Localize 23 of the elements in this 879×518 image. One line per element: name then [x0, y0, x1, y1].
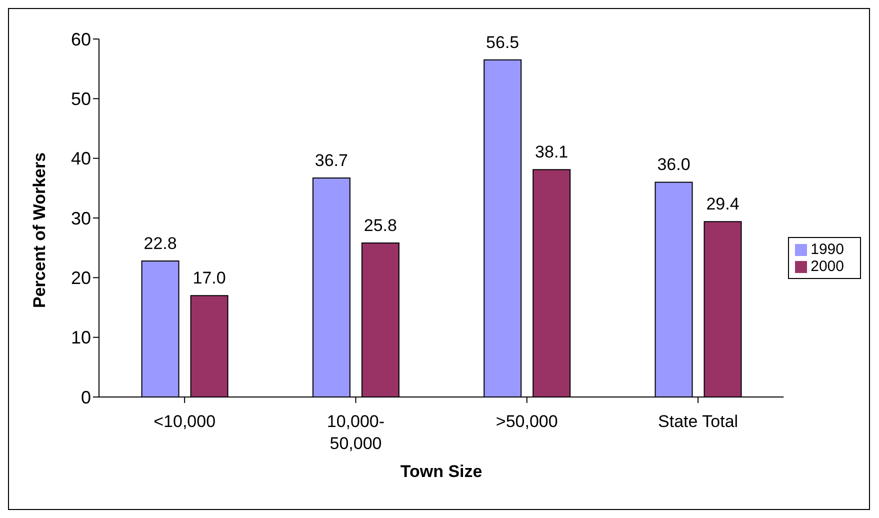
data-label: 25.8 [364, 216, 397, 236]
y-tick-label: 0 [80, 387, 91, 408]
y-tick-label: 10 [70, 328, 91, 348]
x-tick-label: >50,000 [496, 412, 558, 431]
y-tick-label: 40 [70, 148, 91, 169]
x-tick-label: <10,000 [154, 412, 216, 431]
data-label: 56.5 [486, 32, 520, 52]
y-axis-title: Percent of Workers [30, 152, 50, 308]
data-label: 36.0 [657, 155, 690, 174]
y-tick-label: 60 [70, 29, 91, 50]
x-tick-label: 10,000-50,000 [326, 412, 385, 453]
data-label: 36.7 [314, 151, 348, 170]
y-tick-label: 50 [70, 89, 91, 110]
data-label: 38.1 [535, 142, 568, 162]
data-label: 29.4 [706, 194, 740, 214]
data-label: 22.8 [144, 234, 177, 253]
data-label: 17.0 [192, 268, 226, 288]
legend-label: 1990 [810, 241, 844, 258]
y-tick-label: 20 [70, 268, 91, 288]
x-axis-title: Town Size [400, 462, 482, 481]
x-tick-label: State Total [658, 412, 738, 431]
legend-label: 2000 [810, 258, 844, 275]
y-tick-label: 30 [70, 208, 91, 228]
